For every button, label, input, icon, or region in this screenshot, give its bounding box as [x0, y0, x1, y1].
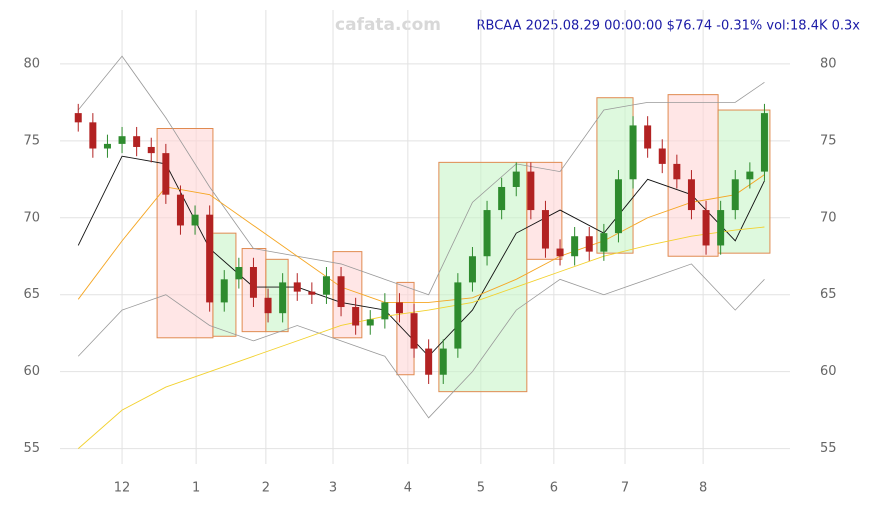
- indicator-line: [77, 174, 765, 303]
- candle-body: [395, 302, 403, 314]
- candle-body: [571, 236, 579, 257]
- x-tick-label: 5: [477, 481, 485, 496]
- candle-body: [264, 297, 272, 314]
- candle-body: [556, 248, 564, 257]
- candle-body: [498, 186, 506, 211]
- candle-body: [468, 256, 476, 283]
- indicator-line: [77, 263, 765, 419]
- y-tick-label: 65: [23, 287, 40, 302]
- candle-body: [410, 313, 418, 349]
- y-tick-label: 70: [23, 210, 40, 225]
- candle-body: [439, 348, 447, 375]
- y-tick-label: 70: [820, 210, 837, 225]
- indicator-line: [77, 55, 765, 296]
- candle-body: [235, 267, 243, 280]
- candle-body: [89, 122, 97, 149]
- candle-body: [162, 153, 170, 195]
- candle-body: [322, 276, 330, 295]
- y-tick-label: 60: [820, 364, 837, 379]
- candle-body: [527, 171, 535, 211]
- candle-body: [147, 146, 155, 154]
- x-tick-label: 2: [262, 481, 270, 496]
- x-tick-label: 3: [329, 481, 337, 496]
- candle-body: [629, 125, 637, 180]
- candle-body: [425, 348, 433, 375]
- x-tick-label: 4: [404, 481, 412, 496]
- candle-body: [717, 210, 725, 246]
- candle-body: [103, 143, 111, 149]
- indicator-line: [77, 226, 765, 449]
- candle-body: [206, 214, 214, 303]
- zone: [438, 161, 528, 393]
- y-tick-label: 55: [23, 441, 40, 456]
- y-tick-label: 75: [23, 133, 40, 148]
- candle-body: [760, 113, 768, 172]
- y-tick-label: 80: [23, 56, 40, 71]
- x-tick-label: 7: [621, 481, 629, 496]
- y-tick-label: 60: [23, 364, 40, 379]
- x-tick-label: 6: [550, 481, 558, 496]
- candle-body: [118, 136, 126, 144]
- candle-body: [541, 210, 549, 249]
- candle-body: [585, 236, 593, 252]
- candle-body: [658, 148, 666, 164]
- candle-body: [644, 125, 652, 149]
- candle-body: [702, 210, 710, 246]
- candle-body: [366, 319, 374, 326]
- candle-body: [249, 267, 257, 298]
- x-tick-label: 8: [699, 481, 707, 496]
- candle-body: [731, 179, 739, 211]
- candle-body: [133, 136, 141, 147]
- chart-title: RBCAA 2025.08.29 00:00:00 $76.74 -0.31% …: [476, 19, 860, 34]
- candle-body: [746, 171, 754, 180]
- candle-body: [687, 179, 695, 211]
- candle-body: [381, 302, 389, 320]
- candle-body: [673, 163, 681, 180]
- candle-body: [74, 113, 82, 123]
- candle-body: [614, 179, 622, 234]
- candle-body: [352, 307, 360, 326]
- candle-body: [337, 276, 345, 308]
- x-tick-label: 1: [192, 481, 200, 496]
- candle-body: [483, 210, 491, 257]
- y-tick-label: 80: [820, 56, 837, 71]
- candle-body: [220, 279, 228, 303]
- candle-body: [191, 214, 199, 226]
- candle-body: [293, 282, 301, 292]
- y-tick-label: 55: [820, 441, 837, 456]
- y-tick-label: 75: [820, 133, 837, 148]
- candle-body: [512, 171, 520, 187]
- candle-body: [454, 282, 462, 349]
- candle-body: [600, 233, 608, 252]
- candle-body: [176, 194, 184, 226]
- watermark: cafata.com: [335, 15, 441, 35]
- candle-body: [308, 291, 316, 295]
- y-tick-label: 65: [820, 287, 837, 302]
- x-tick-label: 12: [114, 481, 131, 496]
- candle-body: [279, 282, 287, 314]
